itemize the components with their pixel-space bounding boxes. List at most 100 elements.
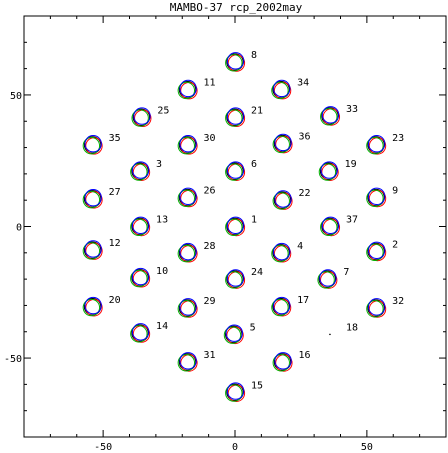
- feed-horn-label: 35: [109, 133, 121, 144]
- beam-ring: [84, 296, 102, 315]
- feed-horn-36: [272, 133, 293, 154]
- feed-horn-label: 9: [392, 186, 398, 197]
- beam-ring: [131, 109, 149, 127]
- x-tick-label: 0: [232, 442, 238, 453]
- beam-ring: [223, 326, 242, 344]
- horn-dot: [329, 333, 331, 336]
- beam-ring: [177, 354, 196, 372]
- feed-horn-label: 4: [297, 241, 303, 252]
- beam-ring: [320, 161, 338, 179]
- feed-horn-3: [130, 161, 151, 181]
- feed-horn-15: [225, 382, 246, 402]
- feed-horn-22: [272, 190, 293, 210]
- y-tick-label: 0: [16, 223, 22, 234]
- beam-ring: [131, 216, 150, 235]
- beam-ring: [226, 270, 244, 288]
- feed-horn-label: 16: [298, 350, 310, 361]
- beam-ring: [271, 244, 289, 263]
- beam-ring: [178, 244, 197, 262]
- beam-ring: [226, 52, 245, 70]
- feed-horn-label: 31: [204, 350, 216, 361]
- beam-ring: [272, 135, 290, 154]
- beam-ring: [130, 163, 148, 181]
- feed-horn-37: [320, 216, 341, 237]
- feed-horn-labels: 1234567891011121314151617181920212223242…: [109, 50, 405, 391]
- beam-ring: [320, 218, 338, 237]
- feed-horn-label: 5: [250, 322, 256, 333]
- beam-ring: [179, 298, 197, 316]
- beam-ring: [84, 135, 102, 153]
- feed-horn-label: 6: [251, 159, 257, 170]
- x-tick-label: 50: [361, 442, 373, 453]
- feed-horn-label: 14: [156, 321, 168, 332]
- feed-horn-6: [225, 161, 246, 181]
- feed-horn-label: 11: [204, 78, 216, 89]
- beam-ring: [366, 300, 384, 318]
- beam-ring: [225, 163, 243, 181]
- beam-ring: [225, 218, 243, 237]
- feed-horn-label: 7: [343, 267, 349, 278]
- beam-ring: [319, 162, 338, 180]
- feed-horn-label: 1: [251, 215, 257, 226]
- y-tick-label: 50: [10, 91, 22, 102]
- beam-ring: [179, 135, 197, 153]
- beam-ring: [272, 244, 290, 262]
- beam-ring: [321, 107, 339, 125]
- y-tick-label: -50: [4, 354, 22, 365]
- plot-frame: [23, 15, 447, 438]
- beam-ring: [132, 108, 151, 127]
- feed-horn-label: 34: [297, 78, 309, 89]
- feed-horn-16: [272, 352, 293, 372]
- feed-horn-4: [271, 242, 292, 263]
- feed-horn-label: 10: [156, 266, 168, 277]
- beam-ring: [131, 269, 149, 287]
- feed-horn-9: [366, 187, 387, 208]
- feed-horn-11: [177, 79, 198, 100]
- beam-ring: [226, 53, 244, 71]
- beam-ring: [225, 54, 243, 72]
- beam-ring: [366, 189, 384, 208]
- beam-ring: [82, 190, 101, 209]
- feed-horn-10: [130, 267, 151, 288]
- beam-ring: [178, 136, 197, 154]
- feed-horn-28: [177, 242, 198, 263]
- beam-ring: [367, 242, 385, 261]
- beam-ring: [274, 352, 292, 370]
- feed-horn-24: [225, 269, 246, 289]
- feed-horn-2: [366, 241, 387, 262]
- feed-horn-label: 15: [251, 380, 263, 391]
- beam-ring: [131, 267, 150, 286]
- feed-horn-label: 22: [298, 188, 310, 199]
- beam-ring: [321, 217, 339, 236]
- beam-ring: [178, 353, 197, 371]
- feed-horn-12: [82, 240, 103, 260]
- feed-horn-32: [366, 298, 387, 318]
- feed-horn-label: 24: [251, 267, 263, 278]
- axis-ticks: -50 0 50 -50 0 50: [4, 15, 447, 453]
- beam-ring: [131, 162, 149, 180]
- beam-ring: [366, 137, 384, 155]
- beam-ring: [273, 191, 292, 209]
- beam-ring: [131, 324, 149, 342]
- feed-horn-30: [177, 135, 198, 155]
- beam-ring: [177, 244, 196, 263]
- beam-ring: [226, 162, 244, 180]
- beam-ring: [368, 187, 386, 206]
- beam-ring: [226, 383, 244, 401]
- beam-ring: [320, 108, 338, 126]
- beam-ring: [368, 298, 386, 316]
- beam-ring: [225, 384, 243, 402]
- beam-ring: [368, 241, 386, 259]
- beam-ring: [273, 242, 291, 261]
- beam-ring: [321, 106, 340, 124]
- beam-ring: [224, 325, 243, 344]
- feed-horn-23: [366, 135, 387, 155]
- feed-horn-29: [177, 298, 198, 318]
- feed-horn-35: [82, 135, 103, 155]
- beam-ring: [177, 189, 196, 208]
- chart-title: MAMBO-37 rcp_2002may: [170, 1, 303, 14]
- beam-ring: [226, 382, 245, 400]
- feed-horn-label: 3: [156, 159, 162, 170]
- feed-horn-label: 23: [392, 133, 404, 144]
